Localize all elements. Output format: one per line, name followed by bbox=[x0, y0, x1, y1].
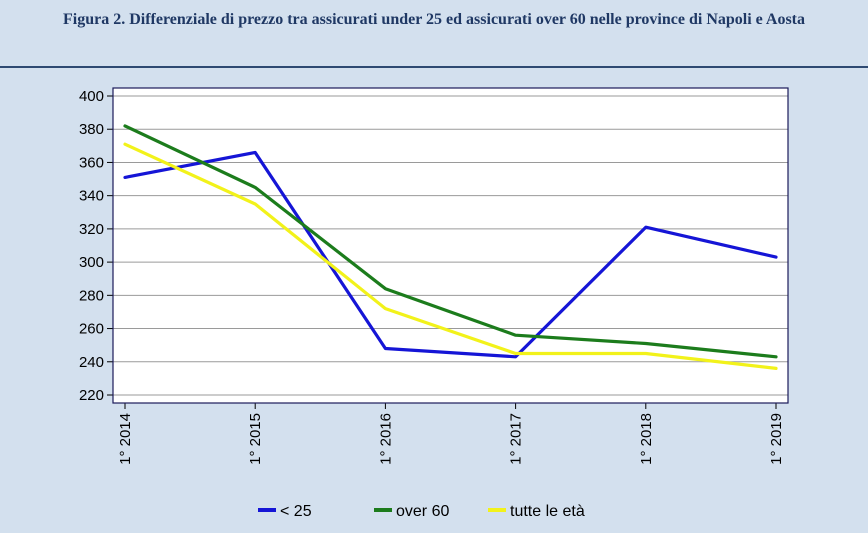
y-tick-label: 240 bbox=[79, 354, 104, 371]
series-line-1 bbox=[123, 124, 778, 359]
y-tick-label: 400 bbox=[79, 88, 104, 105]
legend-label: tutte le età bbox=[510, 503, 585, 520]
legend-label: < 25 bbox=[280, 503, 312, 520]
figure-header: Figura 2. Differenziale di prezzo tra as… bbox=[0, 0, 868, 68]
y-tick-label: 280 bbox=[79, 287, 104, 304]
y-tick-label: 380 bbox=[79, 121, 104, 138]
x-tick-label: 1° 2014 bbox=[117, 413, 134, 465]
plot-background bbox=[113, 88, 788, 403]
legend-label: over 60 bbox=[396, 503, 449, 520]
y-tick-label: 220 bbox=[79, 387, 104, 404]
series-line-2 bbox=[123, 142, 778, 370]
line-chart: 220 240 260 280 300 320 340 360 380 400 1° 2014 1° … bbox=[79, 87, 789, 520]
x-tick-label: 1° 2017 bbox=[508, 413, 525, 465]
series-line-0 bbox=[123, 150, 778, 359]
chart-area: 220 240 260 280 300 320 340 360 380 400 1° 2014 1° … bbox=[0, 70, 868, 533]
y-tick-label: 360 bbox=[79, 154, 104, 171]
y-tick-label: 320 bbox=[79, 221, 104, 238]
y-tick-label: 300 bbox=[79, 254, 104, 271]
x-tick-label: 1° 2016 bbox=[377, 413, 394, 465]
plot-frame bbox=[112, 87, 789, 404]
x-tick-label: 1° 2015 bbox=[247, 413, 264, 465]
x-tick-label: 1° 2019 bbox=[768, 413, 785, 465]
y-tick-label: 260 bbox=[79, 321, 104, 338]
y-tick-label: 340 bbox=[79, 188, 104, 205]
figure-title: Figura 2. Differenziale di prezzo tra as… bbox=[62, 11, 805, 28]
x-tick-label: 1° 2018 bbox=[638, 413, 655, 465]
